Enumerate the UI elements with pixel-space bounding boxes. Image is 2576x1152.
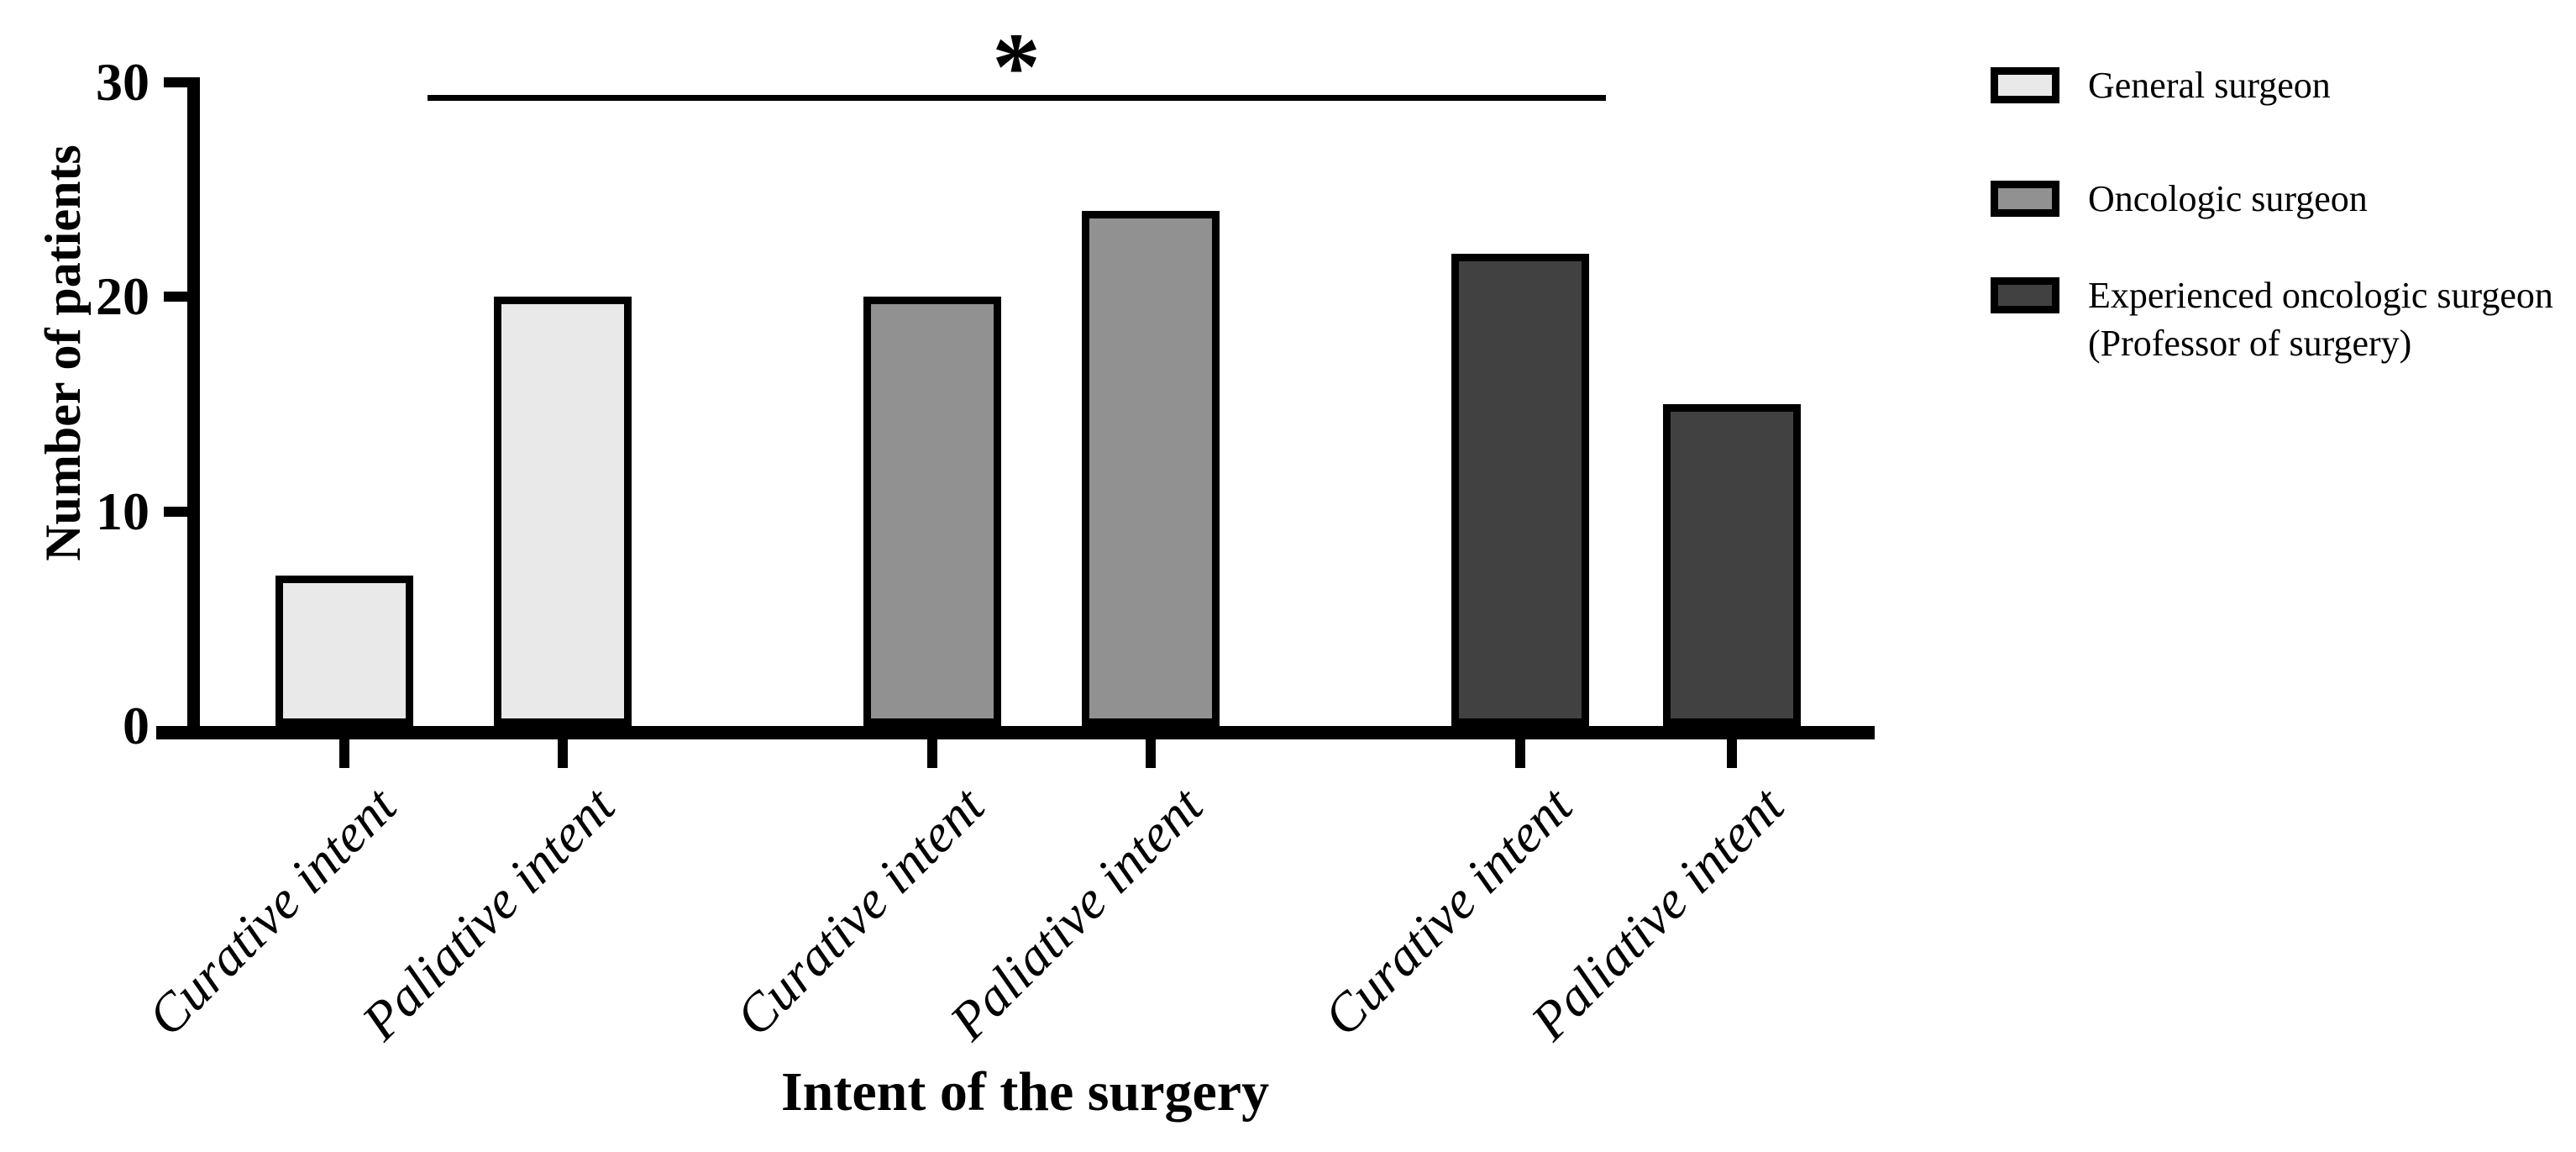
x-axis-title: Intent of the surgery xyxy=(781,1061,1270,1123)
legend-swatch-oncologic-surgeon xyxy=(1991,181,2059,217)
legend-item-oncologic-surgeon: Oncologic surgeon xyxy=(1991,178,2368,223)
legend-label: Experienced oncologic surgeon xyxy=(2088,275,2553,316)
x-axis-tick-3 xyxy=(927,739,937,768)
bar-1 xyxy=(275,576,413,726)
bar-2 xyxy=(494,297,632,726)
x-axis-tick-6 xyxy=(1727,739,1737,768)
significance-line xyxy=(428,95,1606,101)
y-tick-label-10: 10 xyxy=(96,481,150,541)
y-axis-title: Number of patients xyxy=(35,145,91,561)
legend-text: Oncologic surgeon xyxy=(2088,175,2368,223)
legend-text: General surgeon xyxy=(2088,61,2331,109)
legend-item-experienced-oncologic-surgeon: Experienced oncologic surgeon (Professor… xyxy=(1991,275,2553,367)
significance-asterisk: * xyxy=(992,13,1041,120)
bar-3 xyxy=(863,297,1001,726)
y-axis-line xyxy=(187,77,200,739)
y-tick-label-30: 30 xyxy=(96,52,150,112)
bar-6 xyxy=(1663,404,1801,726)
y-axis-tick-30 xyxy=(164,77,187,87)
legend-sublabel: (Professor of surgery) xyxy=(2088,323,2412,364)
legend-text: Experienced oncologic surgeon (Professor… xyxy=(2088,271,2553,367)
bar-4 xyxy=(1082,211,1220,726)
legend-label: General surgeon xyxy=(2088,65,2331,106)
x-axis-tick-2 xyxy=(558,739,568,768)
legend-swatch-general-surgeon xyxy=(1991,67,2059,103)
y-tick-label-0: 0 xyxy=(123,696,150,755)
x-axis-tick-1 xyxy=(339,739,349,768)
bar-5 xyxy=(1451,254,1589,726)
x-axis-line xyxy=(156,726,1875,739)
y-axis-tick-10 xyxy=(164,507,187,517)
legend-item-general-surgeon: General surgeon xyxy=(1991,65,2331,109)
legend-swatch-experienced-oncologic-surgeon xyxy=(1991,277,2059,313)
y-axis-tick-20 xyxy=(164,292,187,302)
legend-label: Oncologic surgeon xyxy=(2088,178,2368,219)
x-axis-tick-4 xyxy=(1146,739,1156,768)
x-axis-tick-5 xyxy=(1515,739,1525,768)
y-tick-label-20: 20 xyxy=(96,266,150,326)
